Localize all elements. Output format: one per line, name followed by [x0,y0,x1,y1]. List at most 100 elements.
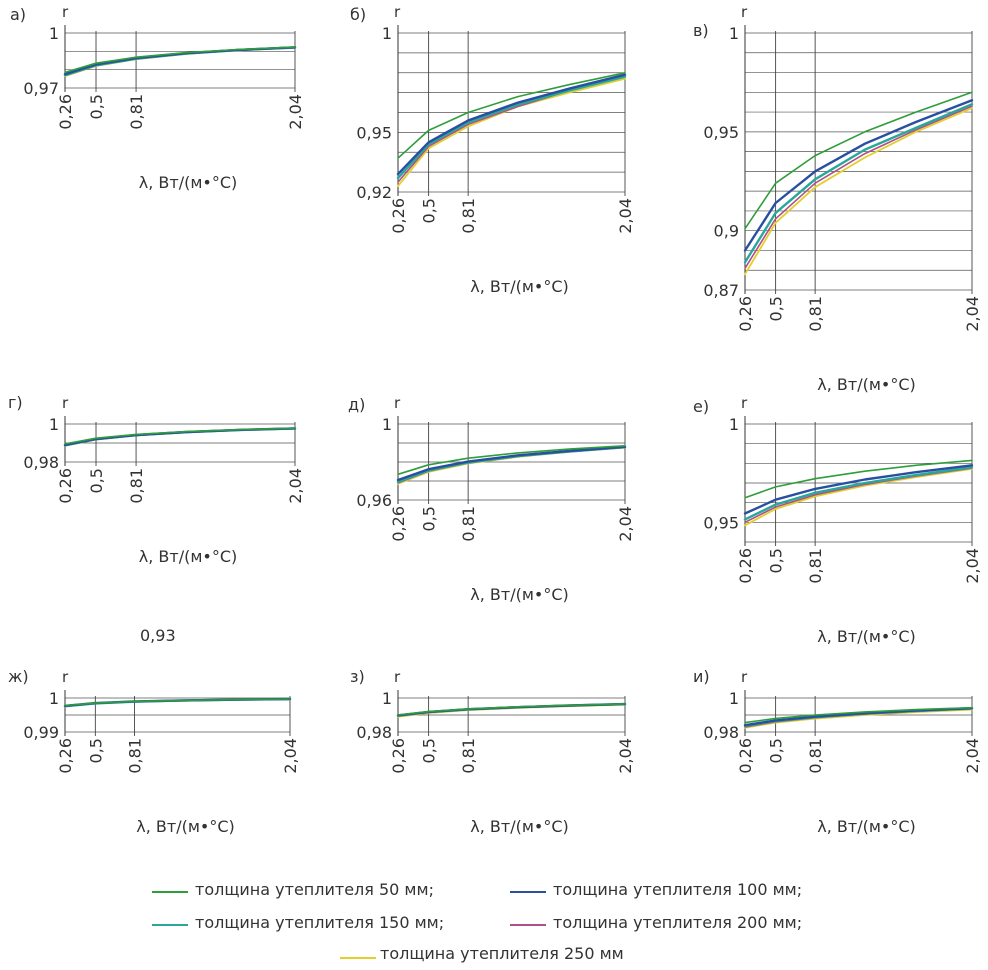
x-tick-label-a: 0,5 [87,94,106,119]
y-tick-label-b: 0,95 [356,123,392,142]
series-line-c-200 [744,105,973,270]
y-tick-label-e: 0,96 [356,491,392,510]
y-tick-label-c: 0,9 [714,222,739,241]
x-tick-label-c: 2,04 [963,296,982,332]
y-label-i: r [741,668,748,686]
x-axis-title-c: λ, Вт/(м•°С) [817,375,916,394]
panel-label-f: е) [693,397,709,416]
panel-label-e: д) [348,395,365,414]
x-axis-title-e: λ, Вт/(м•°С) [470,585,569,604]
x-tick-label-h: 0,5 [420,738,439,763]
x-tick-label-h: 0,81 [459,738,478,774]
x-tick-label-d: 0,26 [56,468,75,504]
series-line-e-100 [396,445,627,482]
y-tick-label-c: 0,95 [703,123,739,142]
x-axis-title-d: λ, Вт/(м•°С) [139,547,238,566]
y-tick-label-a: 1 [49,24,59,43]
series-line-c-100 [743,98,974,252]
y-label-f: r [741,394,748,412]
y-tick-label-a: 0,97 [23,79,59,98]
y-tick-label-c: 1 [729,24,739,43]
series-line-f-50 [744,459,973,499]
x-axis-title-a: λ, Вт/(м•°С) [139,173,238,192]
x-axis-title-b: λ, Вт/(м•°С) [470,277,569,296]
x-tick-label-a: 0,26 [56,94,75,130]
y-label-a: r [62,3,69,21]
y-tick-label-g: 1 [49,689,59,708]
panel-label-d: г) [8,393,23,412]
x-tick-label-d: 0,81 [127,468,146,504]
series-line-i-100 [743,707,974,727]
x-tick-label-f: 0,81 [806,548,825,584]
y-tick-label-f: 1 [729,415,739,434]
x-tick-label-g: 0,26 [56,738,75,774]
y-tick-label-c: 0,87 [703,281,739,300]
panel-label-h: з) [350,667,365,686]
x-tick-label-i: 2,04 [963,738,982,774]
x-tick-label-g: 2,04 [281,738,300,774]
x-tick-label-c: 0,81 [806,296,825,332]
series-line-i-150 [743,707,974,728]
series-line-i-50 [744,706,973,724]
x-tick-label-d: 0,5 [87,468,106,493]
series-line-a-50 [64,46,296,74]
panel-label-b: б) [350,5,366,24]
panel-label-a: а) [10,5,26,24]
series-line-f-200 [744,467,973,524]
y-tick-label-b: 1 [382,24,392,43]
series-line-d-100 [63,427,297,447]
y-tick-label-b: 0,92 [356,183,392,202]
x-tick-label-f: 0,26 [736,548,755,584]
series-line-c-50 [744,91,973,230]
y-label-d: r [62,394,69,412]
series-line-f-150 [743,466,974,521]
y-tick-label-e: 1 [382,415,392,434]
x-tick-label-h: 2,04 [616,738,635,774]
y-label-g: r [62,668,69,686]
series-line-c-250 [744,107,973,276]
x-tick-label-g: 0,81 [126,738,145,774]
series-line-b-250 [397,77,626,187]
panel-label-g: ж) [8,667,29,686]
y-label-e: r [394,394,401,412]
y-tick-label-h: 0,98 [356,723,392,742]
x-tick-label-c: 0,26 [736,296,755,332]
y-tick-label-f: 0,95 [703,513,739,532]
series-line-d-50 [64,427,296,445]
x-tick-label-e: 0,26 [389,506,408,542]
y-tick-label-d: 0,98 [23,453,59,472]
series-line-e-50 [397,444,626,476]
series-line-e-200 [397,446,626,484]
x-tick-label-f: 2,04 [963,548,982,584]
y-tick-label-i: 1 [729,689,739,708]
panel-label-i: и) [693,667,710,686]
x-tick-label-c: 0,5 [767,296,786,321]
y-tick-label-h: 1 [382,689,392,708]
y-tick-label-g: 0,99 [23,723,59,742]
series-line-f-100 [743,464,974,515]
series-line-a-200 [64,46,296,77]
x-tick-label-b: 0,26 [389,198,408,234]
series-line-b-100 [396,73,627,176]
x-axis-title-i: λ, Вт/(м•°С) [817,817,916,836]
x-tick-label-f: 0,5 [767,548,786,573]
x-tick-label-a: 2,04 [286,94,305,130]
series-line-h-50 [397,703,626,716]
x-tick-label-e: 2,04 [616,506,635,542]
x-tick-label-i: 0,81 [806,738,825,774]
series-line-b-150 [396,75,627,180]
x-tick-label-a: 0,81 [127,94,146,130]
series-line-c-150 [743,102,974,264]
y-tick-label-i: 0,98 [703,723,739,742]
x-tick-label-b: 0,81 [459,198,478,234]
series-line-f-250 [744,467,973,527]
stray-value-label: 0,93 [140,626,176,645]
x-tick-label-b: 2,04 [616,198,635,234]
x-axis-title-f: λ, Вт/(м•°С) [817,627,916,646]
y-label-h: r [394,668,401,686]
y-label-b: r [394,3,401,21]
x-axis-title-h: λ, Вт/(м•°С) [470,817,569,836]
x-tick-label-e: 0,5 [420,506,439,531]
x-tick-label-e: 0,81 [459,506,478,542]
